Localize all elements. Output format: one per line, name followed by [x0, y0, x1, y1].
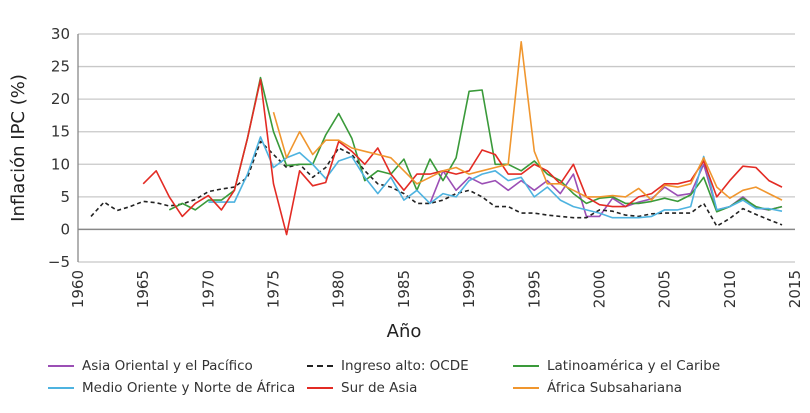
- legend-item: Sur de Asia: [307, 380, 417, 396]
- x-tick-label: 1985: [395, 270, 413, 308]
- legend-item: África Subsahariana: [513, 380, 682, 396]
- x-tick-label: 1960: [69, 270, 87, 308]
- series-line: [168, 76, 783, 213]
- series-line: [208, 136, 783, 219]
- x-tick-label: 2015: [786, 270, 804, 308]
- y-tick-label: 5: [60, 188, 70, 206]
- series-line: [142, 78, 783, 236]
- x-axis-label: Año: [387, 321, 422, 342]
- legend-item: Latinoamérica y el Caribe: [513, 358, 720, 374]
- y-tick-label: 15: [51, 123, 70, 141]
- x-tick-label: 2000: [590, 270, 608, 308]
- series-line: [272, 40, 783, 201]
- x-tick-label: 1995: [525, 270, 543, 308]
- legend-swatch: [307, 387, 333, 389]
- legend-item: Asia Oriental y el Pacífico: [48, 358, 253, 374]
- legend-swatch: [48, 387, 74, 389]
- y-tick-label: 0: [60, 220, 70, 238]
- x-tick-label: 1990: [460, 270, 478, 308]
- y-tick-label: 10: [51, 155, 70, 173]
- x-tick-label: 1970: [199, 270, 217, 308]
- legend-label: África Subsahariana: [547, 380, 683, 396]
- legend-swatch: [48, 365, 74, 367]
- legend-swatch: [307, 365, 333, 367]
- legend-label: Latinoamérica y el Caribe: [547, 358, 721, 374]
- y-axis-label: Inflación IPC (%): [8, 74, 29, 222]
- legend-item: Medio Oriente y Norte de África: [48, 380, 295, 396]
- x-tick-label: 2010: [721, 270, 739, 308]
- legend-item: Ingreso alto: OCDE: [307, 358, 469, 374]
- x-tick-label: 2005: [656, 270, 674, 308]
- x-tick-label: 1965: [134, 270, 152, 308]
- legend-label: Ingreso alto: OCDE: [341, 358, 469, 374]
- y-tick-label: 20: [51, 90, 70, 108]
- x-tick-label: 1980: [330, 270, 348, 308]
- series-line: [429, 163, 783, 218]
- y-tick-label: −5: [48, 253, 70, 271]
- y-tick-label: 30: [51, 25, 70, 43]
- legend-label: Asia Oriental y el Pacífico: [82, 358, 253, 374]
- legend-label: Sur de Asia: [341, 380, 418, 396]
- x-tick-label: 1975: [265, 270, 283, 308]
- legend-label: Medio Oriente y Norte de África: [82, 380, 296, 396]
- series-line: [90, 140, 783, 227]
- legend-swatch: [513, 365, 539, 367]
- y-tick-label: 25: [51, 58, 70, 76]
- legend-swatch: [513, 387, 539, 389]
